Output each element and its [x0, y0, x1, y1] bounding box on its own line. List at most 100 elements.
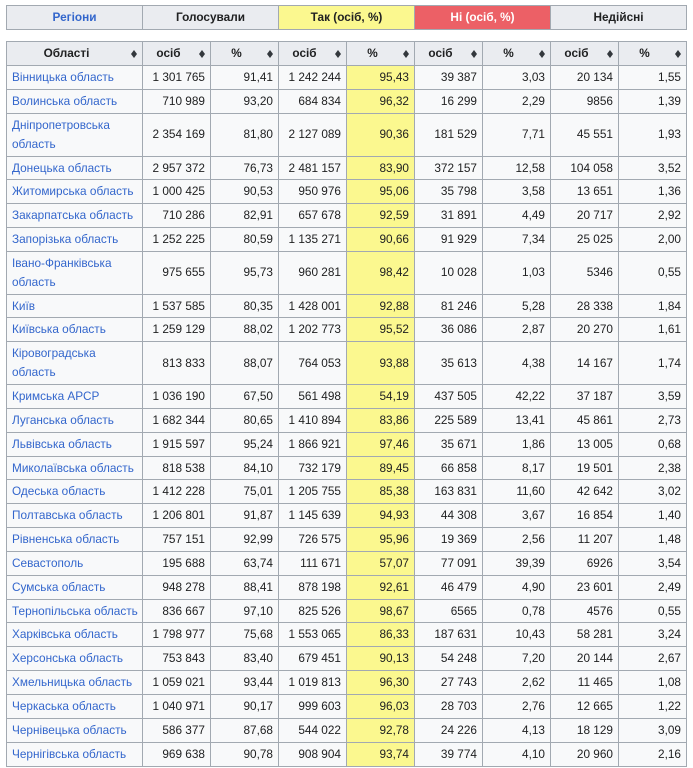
- region-link[interactable]: Миколаївська область: [12, 460, 134, 475]
- sort-up-triangle: [267, 49, 273, 54]
- region-cell: Закарпатська область: [6, 203, 143, 229]
- voted-percent-cell: 88,41: [210, 574, 279, 600]
- yes-count-cell: 878 198: [278, 574, 347, 600]
- region-link[interactable]: Хмельницька область: [12, 675, 133, 690]
- voted-percent-cell: 93,44: [210, 670, 279, 695]
- column-header-label: осіб: [428, 46, 453, 61]
- column-header-label: %: [503, 46, 514, 61]
- no-count-cell: 44 308: [414, 503, 483, 529]
- no-percent-cell: 4,10: [482, 741, 551, 767]
- column-header-region[interactable]: Області: [6, 41, 143, 67]
- column-header-invalid[interactable]: осіб: [550, 41, 619, 67]
- table-row: Чернівецька область 586 377 87,68 544 02…: [6, 717, 687, 743]
- table-row: Хмельницька область 1 059 021 93,44 1 01…: [6, 670, 687, 695]
- regions-link[interactable]: Регіони: [52, 10, 97, 24]
- table-row: Запорізька область 1 252 225 80,59 1 135…: [6, 227, 687, 252]
- yes-percent-cell: 95,06: [346, 179, 415, 205]
- region-link[interactable]: Севастополь: [12, 555, 84, 570]
- invalid-count-cell: 42 642: [550, 479, 619, 505]
- no-count-cell: 36 086: [414, 317, 483, 343]
- column-header-yes[interactable]: осіб: [278, 41, 347, 67]
- yes-count-cell: 764 053: [278, 341, 347, 385]
- region-cell: Миколаївська область: [6, 455, 143, 481]
- column-header-no_pct[interactable]: %: [482, 41, 551, 67]
- invalid-percent-cell: 2,16: [618, 741, 687, 767]
- region-link[interactable]: Донецька область: [12, 160, 112, 175]
- region-cell: Сумська область: [6, 574, 143, 600]
- region-link[interactable]: Житомирська область: [12, 184, 134, 199]
- region-link[interactable]: Запорізька область: [12, 232, 119, 247]
- column-header-voted[interactable]: осіб: [142, 41, 211, 67]
- yes-count-cell: 1 205 755: [278, 479, 347, 505]
- invalid-percent-cell: 1,48: [618, 527, 687, 552]
- region-link[interactable]: Черкаська область: [12, 698, 116, 713]
- sort-up-triangle: [199, 49, 205, 54]
- sort-down-triangle: [403, 54, 409, 59]
- column-header-yes_pct[interactable]: %: [346, 41, 415, 67]
- region-link[interactable]: Кримська АРСР: [12, 389, 100, 403]
- region-link[interactable]: Київ: [12, 298, 36, 313]
- sort-icon: [131, 49, 137, 59]
- yes-count-cell: 950 976: [278, 179, 347, 205]
- region-link[interactable]: Дніпропетровська область: [12, 117, 110, 151]
- no-count-cell: 66 858: [414, 455, 483, 481]
- region-link[interactable]: Тернопільська область: [12, 603, 138, 618]
- yes-count-cell: 1 019 813: [278, 670, 347, 695]
- no-percent-cell: 11,60: [482, 479, 551, 505]
- region-link[interactable]: Полтавська область: [12, 508, 123, 523]
- no-count-cell: 81 246: [414, 293, 483, 319]
- region-link[interactable]: Волинська область: [12, 94, 118, 109]
- region-link[interactable]: Чернівецька область: [12, 722, 127, 737]
- no-count-cell: 372 157: [414, 155, 483, 181]
- invalid-percent-cell: 1,84: [618, 293, 687, 319]
- region-link[interactable]: Івано-Франківська область: [12, 255, 112, 289]
- no-percent-cell: 4,13: [482, 717, 551, 743]
- region-link[interactable]: Вінницька область: [12, 70, 114, 85]
- voted-count-cell: 836 667: [142, 598, 211, 624]
- no-percent-cell: 1,03: [482, 250, 551, 295]
- region-link[interactable]: Львівська область: [12, 436, 112, 451]
- yes-count-cell: 1 135 271: [278, 227, 347, 252]
- region-link[interactable]: Чернігівська область: [12, 746, 127, 761]
- region-link[interactable]: Київська область: [12, 322, 106, 337]
- legend-yes-label: Так (осіб, %): [310, 10, 383, 24]
- yes-count-cell: 1 553 065: [278, 622, 347, 648]
- region-link[interactable]: Одеська область: [12, 484, 106, 499]
- voted-percent-cell: 90,17: [210, 693, 279, 719]
- voted-count-cell: 813 833: [142, 341, 211, 385]
- voted-percent-cell: 88,07: [210, 341, 279, 385]
- invalid-count-cell: 9856: [550, 89, 619, 114]
- column-header-no[interactable]: осіб: [414, 41, 483, 67]
- table-row: Закарпатська область 710 286 82,91 657 6…: [6, 203, 687, 229]
- no-percent-cell: 12,58: [482, 155, 551, 181]
- yes-count-cell: 960 281: [278, 250, 347, 295]
- region-link[interactable]: Кіровоградська область: [12, 346, 96, 380]
- invalid-count-cell: 104 058: [550, 155, 619, 181]
- legend-no-label: Ні (осіб, %): [450, 10, 515, 24]
- region-link[interactable]: Луганська область: [12, 412, 114, 427]
- yes-count-cell: 684 834: [278, 89, 347, 114]
- region-link[interactable]: Сумська область: [12, 579, 106, 594]
- invalid-percent-cell: 2,49: [618, 574, 687, 600]
- no-percent-cell: 8,17: [482, 455, 551, 481]
- voted-count-cell: 1 537 585: [142, 293, 211, 319]
- region-cell: Тернопільська область: [6, 598, 143, 624]
- yes-count-cell: 2 127 089: [278, 112, 347, 157]
- yes-percent-cell: 90,66: [346, 227, 415, 252]
- column-header-voted_pct[interactable]: %: [210, 41, 279, 67]
- invalid-percent-cell: 2,67: [618, 646, 687, 672]
- region-link[interactable]: Закарпатська область: [12, 208, 134, 223]
- sort-icon: [199, 49, 205, 59]
- column-header-invalid_pct[interactable]: %: [618, 41, 687, 67]
- column-header-label: осіб: [156, 46, 181, 61]
- sort-down-triangle: [131, 54, 137, 59]
- legend-table: Регіони Голосували Так (осіб, %) Ні (осі…: [6, 5, 687, 30]
- voted-count-cell: 1 036 190: [142, 384, 211, 409]
- region-link[interactable]: Харківська область: [12, 627, 118, 642]
- no-count-cell: 28 703: [414, 693, 483, 719]
- sort-down-triangle: [471, 54, 477, 59]
- invalid-percent-cell: 1,55: [618, 65, 687, 91]
- region-link[interactable]: Рівненська область: [12, 532, 120, 547]
- region-link[interactable]: Херсонська область: [12, 651, 124, 666]
- yes-count-cell: 825 526: [278, 598, 347, 624]
